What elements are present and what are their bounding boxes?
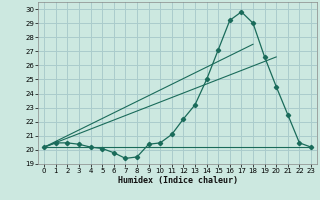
X-axis label: Humidex (Indice chaleur): Humidex (Indice chaleur) (118, 176, 238, 185)
